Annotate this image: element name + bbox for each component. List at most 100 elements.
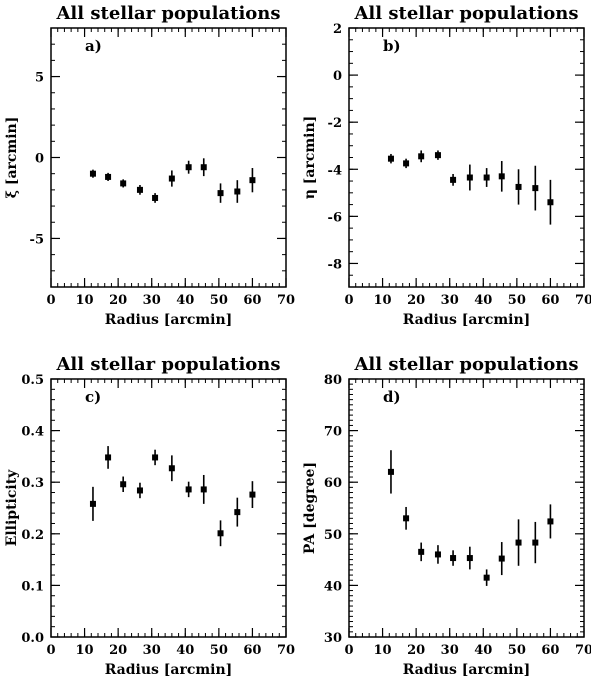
x-tick-label: 30 [441, 293, 459, 308]
x-tick-label: 50 [508, 293, 526, 308]
data-point [387, 155, 394, 162]
x-tick-label: 0 [344, 293, 353, 308]
data-point [89, 170, 96, 177]
data-point [483, 574, 490, 581]
data-point [498, 173, 505, 180]
plot-frame [50, 378, 287, 638]
data-point [483, 174, 490, 181]
chart-title: All stellar populations [55, 3, 280, 24]
x-axis-label: Radius [arcmin] [403, 662, 531, 678]
x-tick-label: 40 [176, 643, 194, 658]
data-point [136, 186, 143, 193]
panel-label: d) [383, 388, 401, 406]
data-point [532, 185, 539, 192]
data-point [105, 173, 112, 180]
y-tick-label: -8 [328, 257, 342, 272]
chart-title: All stellar populations [353, 354, 578, 375]
x-tick-label: 10 [374, 643, 392, 658]
data-point [515, 539, 522, 546]
data-point [200, 164, 207, 171]
data-point [249, 491, 256, 498]
y-tick-label: 0.1 [21, 579, 44, 594]
data-point [466, 555, 473, 562]
data-point [234, 188, 241, 195]
data-point [515, 183, 522, 190]
data-point [120, 481, 127, 488]
data-point [168, 175, 175, 182]
data-point [152, 454, 159, 461]
panel-d: All stellar populations d) 0 10 20 30 40 50 60 70… [302, 354, 591, 678]
data-point [532, 539, 539, 546]
data-point [217, 190, 224, 197]
data-point [434, 152, 441, 159]
y-tick-label: -4 [328, 163, 342, 178]
data-point [105, 454, 112, 461]
data-point [249, 177, 256, 184]
x-tick-label: 50 [210, 293, 228, 308]
y-tick-label: 0.3 [21, 476, 44, 491]
x-tick-label: 0 [344, 643, 353, 658]
y-tick-label: -6 [328, 210, 342, 225]
data-point [234, 509, 241, 516]
x-tick-label: 30 [143, 643, 161, 658]
data-point [450, 176, 457, 183]
data-point [547, 518, 554, 525]
x-tick-label: 60 [541, 643, 559, 658]
y-tick-label: 30 [324, 631, 342, 646]
y-tick-label: 60 [324, 476, 342, 491]
data-point [418, 153, 425, 160]
x-tick-label: 40 [474, 293, 492, 308]
y-axis-label: η [arcmin] [302, 116, 318, 200]
x-tick-label: 30 [143, 293, 161, 308]
y-axis-label: ξ [arcmin] [4, 117, 20, 199]
y-tick-label: -5 [30, 232, 44, 247]
y-tick-label: 50 [324, 528, 342, 543]
panel-label: a) [85, 37, 102, 55]
panel-a: All stellar populations a) 0 10 20 30 40 50 60 70… [4, 3, 295, 328]
y-tick-label: 0.5 [21, 373, 44, 388]
x-tick-label: 10 [374, 293, 392, 308]
x-tick-label: 40 [176, 293, 194, 308]
x-tick-label: 20 [109, 293, 127, 308]
panel-label: b) [383, 37, 401, 55]
y-tick-label: 0 [333, 69, 342, 84]
chart-title: All stellar populations [55, 354, 280, 375]
data-point [89, 500, 96, 507]
x-tick-label: 70 [277, 643, 295, 658]
data-point [450, 555, 457, 562]
data-point [185, 164, 192, 171]
x-tick-label: 20 [109, 643, 127, 658]
y-tick-label: 0.4 [21, 425, 44, 440]
y-tick-label: 0.2 [21, 528, 44, 543]
y-tick-label: 2 [333, 22, 342, 37]
plot-frame [50, 27, 287, 288]
data-point [434, 551, 441, 558]
data-point [387, 468, 394, 475]
plot-frame [348, 27, 585, 288]
data-point [152, 194, 159, 201]
x-tick-label: 0 [46, 643, 55, 658]
data-point [403, 160, 410, 167]
x-axis-label: Radius [arcmin] [105, 662, 233, 678]
data-point [403, 515, 410, 522]
data-point [498, 555, 505, 562]
x-tick-label: 0 [46, 293, 55, 308]
x-axis-label: Radius [arcmin] [105, 312, 233, 328]
y-tick-label: 0 [35, 152, 44, 167]
y-tick-label: 80 [324, 373, 342, 388]
chart-title: All stellar populations [353, 3, 578, 24]
x-tick-label: 70 [277, 293, 295, 308]
data-point [217, 530, 224, 537]
x-tick-label: 60 [243, 293, 261, 308]
x-tick-label: 50 [508, 643, 526, 658]
x-axis-label: Radius [arcmin] [403, 312, 531, 328]
y-tick-label: -2 [328, 116, 342, 131]
y-tick-label: 40 [324, 579, 342, 594]
y-axis-label: Ellipticity [4, 469, 20, 547]
x-tick-label: 10 [76, 293, 94, 308]
x-tick-label: 50 [210, 643, 228, 658]
x-tick-label: 60 [243, 643, 261, 658]
data-point [418, 548, 425, 555]
